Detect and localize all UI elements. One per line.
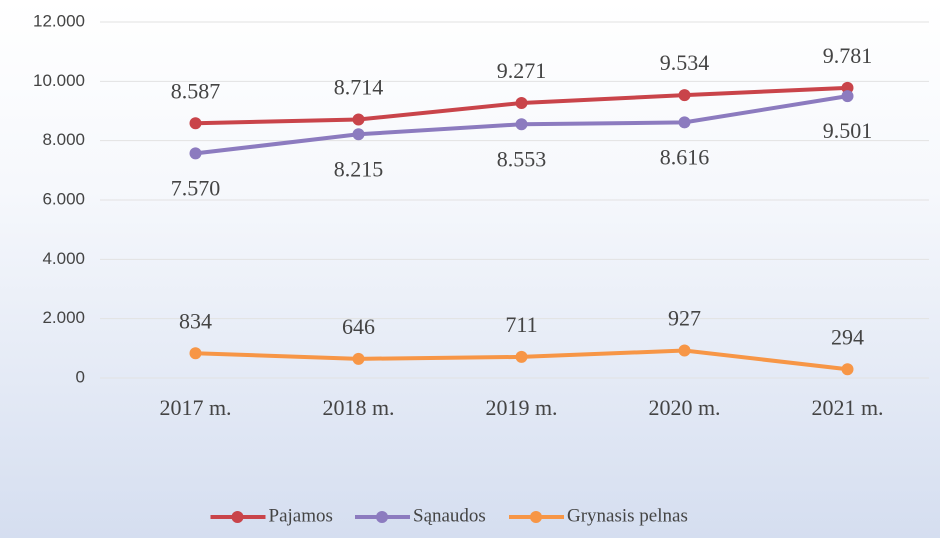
data-label: 9.534 <box>660 50 710 75</box>
legend-marker <box>231 511 244 523</box>
legend-label: Grynasis pelnas <box>567 505 688 526</box>
data-point <box>841 81 854 94</box>
data-point <box>515 350 528 363</box>
data-point <box>515 96 528 109</box>
y-tick-label: 10.000 <box>33 71 85 90</box>
x-tick-label: 2018 m. <box>322 395 394 420</box>
y-tick-label: 8.000 <box>42 130 85 149</box>
data-label: 9.501 <box>823 118 873 143</box>
data-label: 8.215 <box>334 156 384 181</box>
data-label: 646 <box>342 314 375 339</box>
x-tick-label: 2020 m. <box>648 395 720 420</box>
data-label: 294 <box>831 324 864 349</box>
legend-label: Sąnaudos <box>413 505 486 526</box>
data-point <box>189 347 202 360</box>
data-point <box>189 117 202 130</box>
data-label: 711 <box>505 312 537 337</box>
data-label: 8.616 <box>660 144 710 169</box>
x-tick-label: 2017 m. <box>159 395 231 420</box>
y-tick-label: 2.000 <box>42 308 85 327</box>
data-label: 8.587 <box>171 78 221 103</box>
y-tick-label: 4.000 <box>42 249 85 268</box>
data-point <box>352 128 365 141</box>
y-tick-label: 0 <box>76 367 85 386</box>
data-label: 8.714 <box>334 75 384 100</box>
legend-marker <box>530 511 542 523</box>
data-label: 9.781 <box>823 43 873 68</box>
legend-label: Pajamos <box>269 505 333 526</box>
data-point <box>841 363 854 376</box>
data-point <box>678 89 691 102</box>
y-tick-label: 12.000 <box>33 11 85 30</box>
y-tick-label: 6.000 <box>42 189 85 208</box>
x-tick-label: 2019 m. <box>485 395 557 420</box>
data-label: 8.553 <box>497 146 547 171</box>
data-point <box>352 352 365 365</box>
data-label: 927 <box>668 306 701 331</box>
data-point <box>678 344 691 357</box>
data-point <box>189 147 202 160</box>
data-point <box>352 113 365 126</box>
data-point <box>515 118 528 131</box>
data-label: 834 <box>179 308 212 333</box>
x-tick-label: 2021 m. <box>811 395 883 420</box>
data-point <box>678 116 691 129</box>
data-label: 9.271 <box>497 58 547 83</box>
legend-marker <box>376 511 388 523</box>
data-point <box>841 90 854 103</box>
data-label: 7.570 <box>171 175 221 200</box>
